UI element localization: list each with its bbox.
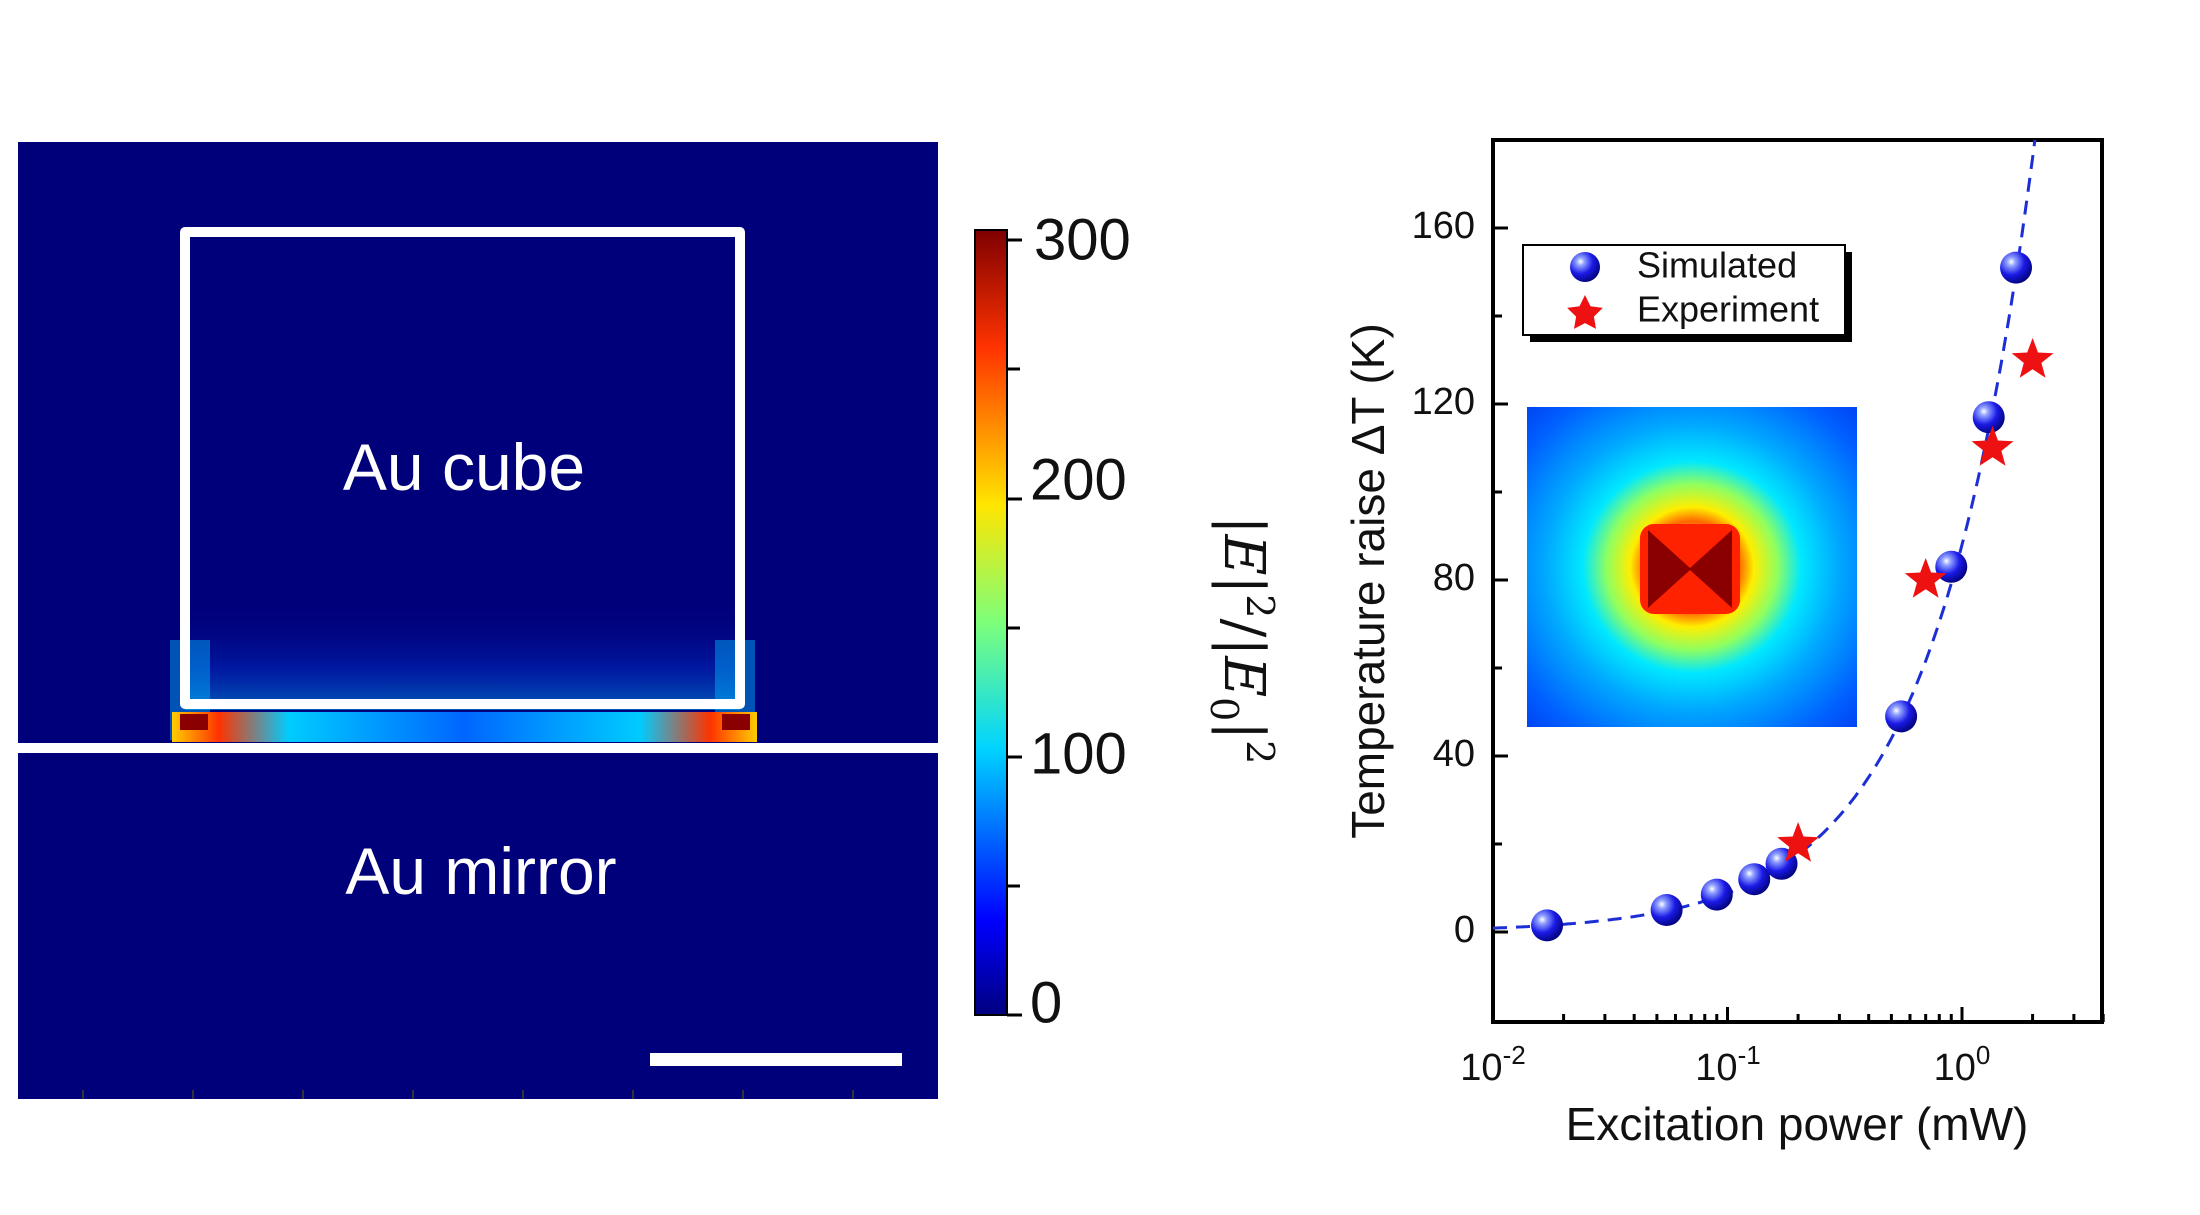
title-slash: /| xyxy=(1211,618,1276,656)
experiment-point-3 xyxy=(2011,338,2054,378)
experiment-point-2 xyxy=(1971,426,2014,466)
x-axis-title: Excitation power (mW) xyxy=(1566,1098,2029,1150)
y-tick-80: 80 xyxy=(1433,557,1475,599)
colorbar-tick-300: 300 xyxy=(1034,207,1131,272)
title-sq-2: 2 xyxy=(1238,740,1282,764)
au-mirror-label: Au mirror xyxy=(345,834,616,908)
x-tick-label-0: 10-2 xyxy=(1460,1040,1525,1089)
colorbar-title: |E|2/|E0|2 xyxy=(1202,516,1282,765)
au-cube-label: Au cube xyxy=(343,430,585,504)
temperature-chart: Simulated Experiment 0 40 80 120 160 10-… xyxy=(1342,138,2105,1150)
colorbar-ticks xyxy=(1007,238,1022,1017)
x-tick-exp-0: -2 xyxy=(1503,1040,1526,1070)
scale-bar xyxy=(650,1053,902,1066)
au-mirror-surface xyxy=(18,743,938,753)
gap-hotspot-left xyxy=(180,714,208,730)
experiment-point-0 xyxy=(1777,822,1819,862)
y-axis-title: Temperature raise ΔT (K) xyxy=(1342,323,1394,839)
x-tick-base-2: 10 xyxy=(1934,1047,1976,1089)
y-ticks xyxy=(1493,226,1508,934)
field-glow xyxy=(185,600,740,710)
colorbar-tick-0: 0 xyxy=(1030,970,1062,1035)
x-ticks xyxy=(1491,1007,2105,1022)
simulated-point-5 xyxy=(1885,700,1918,733)
title-bar-3: | xyxy=(1211,721,1276,740)
y-tick-40: 40 xyxy=(1433,733,1475,775)
x-tick-base-0: 10 xyxy=(1460,1047,1502,1089)
y-tick-160: 160 xyxy=(1412,205,1475,247)
au-cube-outline xyxy=(180,227,745,709)
inset-heatmap xyxy=(1527,407,1857,727)
simulated-point-3 xyxy=(1738,863,1771,896)
simulated-point-1 xyxy=(1650,894,1683,926)
title-sq-1: 2 xyxy=(1238,594,1282,618)
x-tick-base-1: 10 xyxy=(1695,1047,1737,1089)
title-bar-1: | xyxy=(1211,516,1276,535)
title-e: E xyxy=(1211,534,1276,576)
title-bar-2: | xyxy=(1211,575,1276,594)
colorbar-gradient xyxy=(974,229,1008,1016)
colorbar-tick-100: 100 xyxy=(1030,721,1127,786)
x-tick-exp-2: 0 xyxy=(1976,1040,1990,1070)
legend-experiment-label: Experiment xyxy=(1637,289,1819,330)
gap-hotspot-right xyxy=(722,714,750,730)
legend-experiment-marker xyxy=(1567,295,1603,329)
simulated-point-8 xyxy=(2000,251,2033,284)
x-tick-exp-1: -1 xyxy=(1738,1040,1761,1070)
colorbar-tick-200: 200 xyxy=(1030,447,1127,512)
experiment-point-1 xyxy=(1904,558,1947,598)
inset-bowtie xyxy=(1648,530,1732,608)
title-sub-0: 0 xyxy=(1202,697,1246,721)
x-tick-label-2: 100 xyxy=(1934,1040,1991,1089)
gap-hotspot-band xyxy=(172,712,757,742)
y-tick-120: 120 xyxy=(1412,381,1475,423)
fit-curve xyxy=(1493,140,2037,930)
data-marks xyxy=(1531,251,2054,942)
legend-simulated-label: Simulated xyxy=(1637,245,1797,286)
x-tick-label-1: 10-1 xyxy=(1695,1040,1760,1089)
legend-simulated-marker xyxy=(1570,252,1600,282)
simulated-point-2 xyxy=(1700,878,1733,911)
colorbar: 300 200 100 0 |E|2/|E0|2 xyxy=(974,207,1282,1035)
simulated-point-7 xyxy=(1972,401,2005,434)
y-tick-0: 0 xyxy=(1454,909,1475,951)
simulated-point-0 xyxy=(1531,909,1564,942)
ruler-ticks xyxy=(82,1090,854,1099)
title-e0: E xyxy=(1211,655,1276,697)
svg-text:|E|2/|E0|2: |E|2/|E0|2 xyxy=(1202,516,1282,765)
field-map: Au cube Au mirror xyxy=(18,142,938,1099)
legend: Simulated Experiment xyxy=(1522,244,1852,342)
